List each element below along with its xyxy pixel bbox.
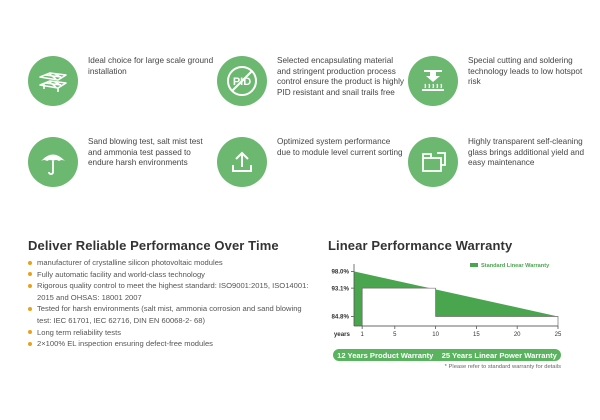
pid-icon-label: PID (233, 76, 251, 88)
feature-text: Sand blowing test, salt mist test and am… (88, 137, 203, 167)
feature-text: Selected encapsulating material and stri… (277, 56, 404, 97)
reliability-list: manufacturer of crystalline silicon phot… (28, 257, 318, 350)
cell-cutting-icon (408, 56, 458, 106)
feature-hotspot-risk: Special cutting and soldering technology… (408, 56, 593, 126)
reliability-item: 2×100% EL inspection ensuring defect-fre… (28, 338, 318, 350)
legend-label: Standard Linear Warranty (481, 263, 550, 269)
feature-self-cleaning-glass: Highly transparent self-cleaning glass b… (408, 137, 593, 207)
upload-arrow-icon (217, 137, 267, 187)
feature-text: Optimized system performance due to modu… (277, 137, 403, 157)
feature-harsh-environments: Sand blowing test, salt mist test and am… (28, 137, 213, 207)
bullet-dot (28, 260, 32, 265)
feature-current-sorting: Optimized system performance due to modu… (217, 137, 403, 207)
bullet-dot (28, 283, 32, 288)
feature-pid-resistant: PID Selected encapsulating material and … (217, 56, 404, 126)
reliability-item: Fully automatic facility and world-class… (28, 269, 318, 281)
power-warranty-label: 25 Years Linear Power Warranty (441, 350, 557, 360)
warranty-title: Linear Performance Warranty (328, 238, 513, 253)
y-tick-label: 93.1% (331, 285, 349, 292)
bullet-dot (28, 272, 32, 277)
warranty-bar: 12 Years Product Warranty 25 Years Linea… (333, 349, 561, 361)
x-tick-label: 15 (473, 332, 480, 338)
x-tick-label: 5 (393, 332, 397, 338)
feature-ground-installation: Ideal choice for large scale ground inst… (28, 56, 213, 126)
umbrella-icon (28, 137, 78, 187)
bullet-dot (28, 330, 32, 335)
feature-text: Ideal choice for large scale ground inst… (88, 56, 214, 76)
bullet-dot (28, 341, 32, 346)
reliability-item-text: Fully automatic facility and world-class… (37, 269, 205, 279)
y-tick-label: 98.0% (331, 269, 349, 276)
x-tick-label: 10 (432, 332, 439, 338)
reliability-item: Tested for harsh environments (salt mist… (28, 303, 318, 326)
x-tick-label: 25 (555, 332, 562, 338)
x-tick-label: 20 (514, 332, 521, 338)
reliability-item-text: Tested for harsh environments (salt mist… (37, 304, 302, 325)
glass-window-icon (408, 137, 458, 187)
pid-prohibited-icon: PID (217, 56, 267, 106)
feature-text: Highly transparent self-cleaning glass b… (468, 137, 585, 167)
reliability-item: manufacturer of crystalline silicon phot… (28, 257, 318, 269)
reliability-item-text: Rigorous quality control to meet the hig… (37, 281, 309, 302)
reliability-item-text: manufacturer of crystalline silicon phot… (37, 258, 223, 267)
legend-swatch (470, 263, 478, 267)
solar-panels-icon (28, 56, 78, 106)
product-warranty-label: 12 Years Product Warranty (337, 350, 434, 360)
x-tick-label: 1 (360, 332, 364, 338)
warranty-note: * Please refer to standard warranty for … (444, 364, 561, 370)
reliability-item-text: 2×100% EL inspection ensuring defect-fre… (37, 339, 213, 349)
reliability-item-text: Long term reliability tests (37, 327, 121, 337)
bullet-dot (28, 306, 32, 311)
reliability-title: Deliver Reliable Performance Over Time (28, 238, 279, 253)
reliability-item: Long term reliability tests (28, 327, 318, 339)
reliability-item: Rigorous quality control to meet the hig… (28, 280, 318, 303)
y-tick-label: 84.8% (331, 314, 349, 321)
feature-text: Special cutting and soldering technology… (468, 56, 583, 86)
x-axis-label: years (334, 331, 351, 338)
